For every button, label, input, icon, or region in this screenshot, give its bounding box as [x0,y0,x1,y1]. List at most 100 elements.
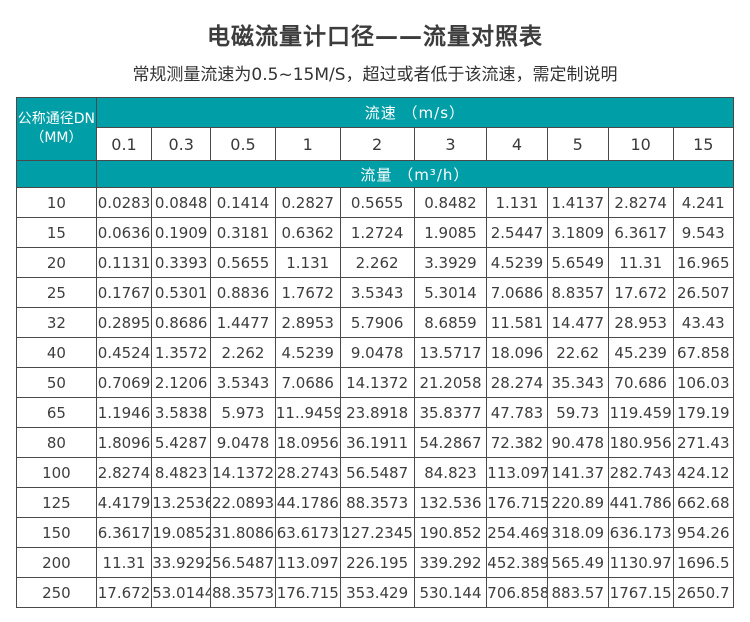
flow-value-cell: 0.5655 [339,187,415,218]
flow-value-cell: 7.0686 [486,277,548,308]
flow-value-cell: 43.43 [672,307,735,338]
flow-value-cell: 16.965 [672,247,735,278]
flow-value-cell: 0.8686 [151,307,212,338]
flow-value-cell: 1.9085 [413,217,488,248]
flow-value-cell: 63.6173 [274,517,341,548]
table-row: 10 0.0283 0.0848 0.1414 0.2827 0.5655 0.8482 1.… [16,187,735,218]
flow-value-cell: 8.8357 [546,277,609,308]
flow-value-cell: 2.5447 [486,217,548,248]
flow-value-cell: 318.09 [546,517,609,548]
flow-value-cell: 132.536 [413,487,488,518]
flow-value-cell: 220.89 [546,487,609,518]
flow-value-cell: 11.31 [607,247,674,278]
flow-value-cell: 35.343 [546,367,609,398]
flow-value-cell: 0.2895 [95,307,153,338]
table-row: 150 6.3617 19.0852 31.8086 63.6173 127.2345 19… [16,517,735,548]
dn-cell: 32 [16,307,97,338]
flow-value-cell: 119.459 [607,397,674,428]
flow-value-cell: 11..9459 [274,397,341,428]
table-row: 65 1.1946 3.5838 5.973 11..9459 23.8918 35.837… [16,397,735,428]
velocity-column-header: 5 [546,127,609,161]
flow-value-cell: 28.953 [607,307,674,338]
flow-value-cell: 1.1946 [95,397,153,428]
flow-value-cell: 254.469 [486,517,548,548]
flow-value-cell: 67.858 [672,337,735,368]
velocity-column-header: 4 [486,127,548,161]
flow-value-cell: 127.2345 [339,517,415,548]
flow-value-cell: 1.8096 [95,427,153,458]
flow-value-cell: 1.3572 [151,337,212,368]
flow-value-cell: 21.2058 [413,367,488,398]
flow-value-cell: 113.097 [486,457,548,488]
velocity-column-header: 15 [672,127,735,161]
flow-value-cell: 28.274 [486,367,548,398]
flow-value-cell: 1130.97 [607,547,674,578]
table-row: 20 0.1131 0.3393 0.5655 1.131 2.262 3.3929 4.52… [16,247,735,278]
flow-value-cell: 1767.15 [607,577,674,608]
flow-value-cell: 0.3181 [210,217,276,248]
flow-value-cell: 2.1206 [151,367,212,398]
flow-value-cell: 22.0893 [210,487,276,518]
flow-value-cell: 1.4137 [546,187,609,218]
flow-value-cell: 0.1909 [151,217,212,248]
table-row: 40 0.4524 1.3572 2.262 4.5239 9.0478 13.5717 18… [16,337,735,368]
flow-value-cell: 706.858 [486,577,548,608]
flow-value-cell: 33.9292 [151,547,212,578]
flow-value-cell: 18.0956 [274,427,341,458]
dn-cell: 200 [16,547,97,578]
velocity-column-header: 0.3 [151,127,212,161]
velocity-header-row: 公称通径DN （MM） 流速 （m/s） [16,97,735,161]
flow-value-cell: 353.429 [339,577,415,608]
flow-value-cell: 0.4524 [95,337,153,368]
velocity-column-header: 3 [413,127,488,161]
flow-value-cell: 271.43 [672,427,735,458]
flow-value-cell: 44.1786 [274,487,341,518]
flow-value-cell: 1.131 [486,187,548,218]
flow-value-cell: 35.8377 [413,397,488,428]
dn-cell: 150 [16,517,97,548]
flow-table-body: 10 0.0283 0.0848 0.1414 0.2827 0.5655 0.8482 1.… [16,187,735,608]
dn-cell: 250 [16,577,97,608]
flow-value-cell: 0.5301 [151,277,212,308]
flow-value-cell: 1696.5 [672,547,735,578]
flow-value-cell: 954.26 [672,517,735,548]
flow-value-cell: 22.62 [546,337,609,368]
flow-value-cell: 2.262 [339,247,415,278]
flow-value-cell: 36.1911 [339,427,415,458]
table-row: 250 17.672 53.0144 88.3573 176.715 353.429 530… [16,577,735,608]
flow-value-cell: 11.31 [95,547,153,578]
flow-value-cell: 90.478 [546,427,609,458]
flow-value-cell: 31.8086 [210,517,276,548]
flow-value-cell: 5.4287 [151,427,212,458]
flow-value-cell: 0.0848 [151,187,212,218]
flow-value-cell: 2.8953 [274,307,341,338]
flow-value-cell: 9.0478 [210,427,276,458]
flow-comparison-table: 公称通径DN （MM） 流速 （m/s） 0.1 0.3 0.5 1 2 3 4 5 10 15 … [16,97,735,608]
flow-value-cell: 1.7672 [274,277,341,308]
flow-value-cell: 565.49 [546,547,609,578]
flow-value-cell: 176.715 [486,487,548,518]
flow-value-cell: 0.0636 [95,217,153,248]
velocity-header: 流速 （m/s） [95,97,735,128]
flow-value-cell: 4.4179 [95,487,153,518]
flow-value-cell: 141.37 [546,457,609,488]
flow-value-cell: 0.1414 [210,187,276,218]
flow-value-cell: 5.973 [210,397,276,428]
dn-cell: 25 [16,277,97,308]
flow-value-cell: 88.3573 [339,487,415,518]
flow-value-cell: 452.389 [486,547,548,578]
table-row: 125 4.4179 13.2536 22.0893 44.1786 88.3573 132… [16,487,735,518]
flow-value-cell: 176.715 [274,577,341,608]
velocity-column-header: 0.5 [210,127,276,161]
flow-value-cell: 8.6859 [413,307,488,338]
flow-value-cell: 0.1131 [95,247,153,278]
velocity-column-header: 10 [607,127,674,161]
flow-value-cell: 54.2867 [413,427,488,458]
table-row: 200 11.31 33.9292 56.5487 113.097 226.195 339.… [16,547,735,578]
dn-cell: 15 [16,217,97,248]
table-row: 15 0.0636 0.1909 0.3181 0.6362 1.2724 1.9085 2.… [16,217,735,248]
flow-value-cell: 179.19 [672,397,735,428]
flow-value-cell: 3.1809 [546,217,609,248]
velocity-values-row: 0.1 0.3 0.5 1 2 3 4 5 10 15 [17,127,735,161]
